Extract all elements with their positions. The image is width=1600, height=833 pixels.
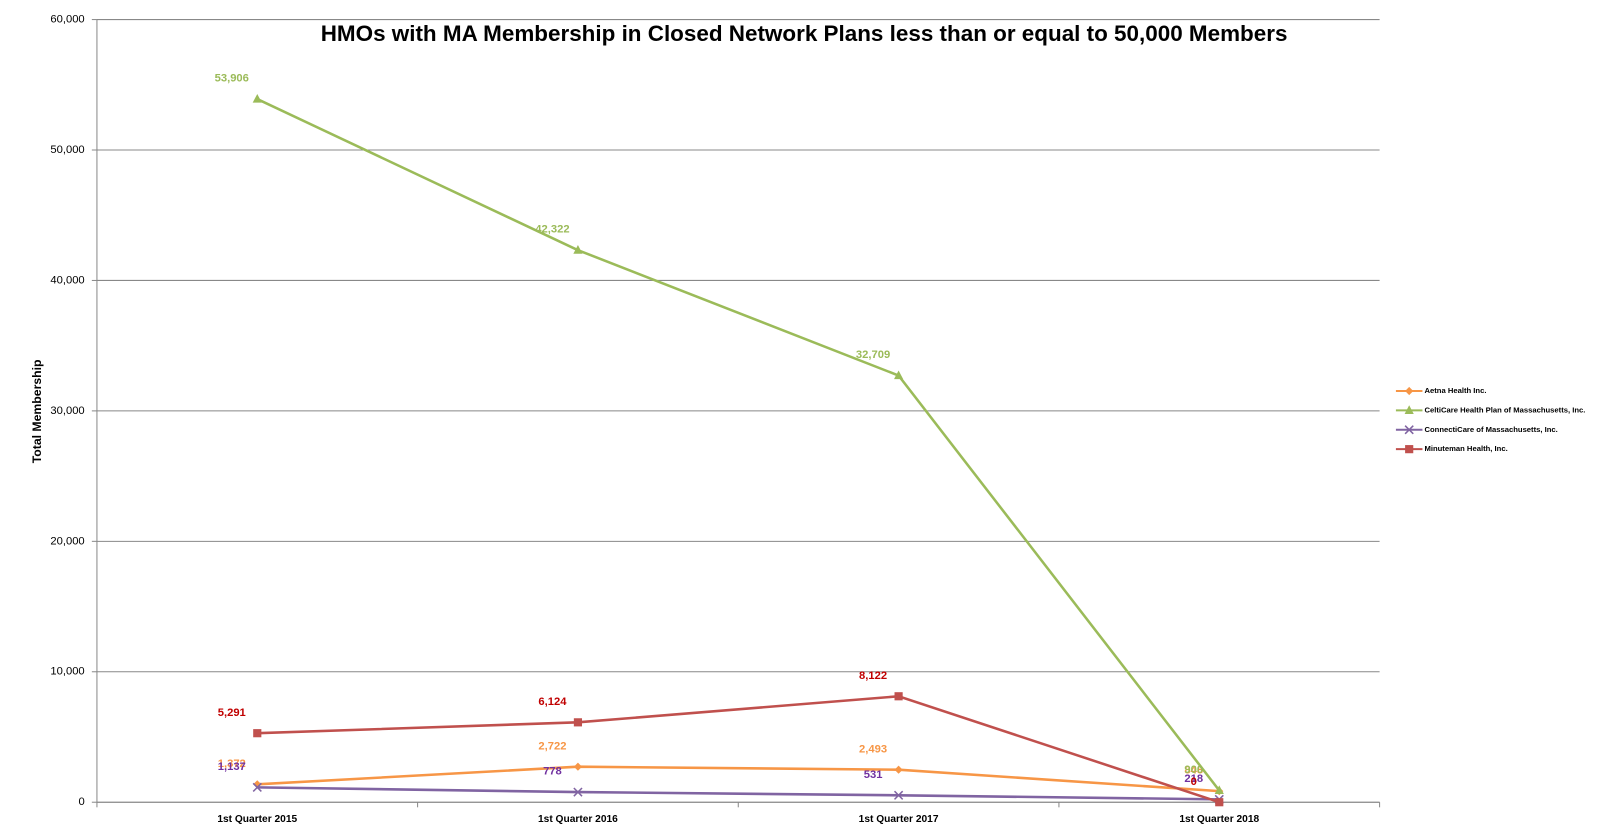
marker bbox=[573, 762, 583, 771]
data-label: 218 bbox=[1184, 773, 1203, 785]
data-label: 42,322 bbox=[535, 224, 569, 236]
data-label: 1,137 bbox=[218, 761, 246, 773]
data-label: 32,709 bbox=[856, 349, 890, 361]
legend-label: ConnectiCare of Massachusetts, Inc. bbox=[1424, 425, 1557, 434]
y-axis-label: Total Membership bbox=[30, 360, 44, 464]
x-tick-label: 1st Quarter 2015 bbox=[217, 814, 297, 825]
marker bbox=[1215, 798, 1224, 807]
data-label: 5,291 bbox=[218, 707, 246, 719]
legend-marker bbox=[1404, 405, 1414, 414]
data-label: 0 bbox=[1191, 776, 1197, 788]
marker bbox=[252, 93, 262, 103]
data-label: 900 bbox=[1184, 764, 1203, 776]
series-line bbox=[256, 97, 1221, 792]
legend-label: Aetna Health Inc. bbox=[1424, 386, 1486, 395]
marker bbox=[573, 718, 583, 727]
data-label: 2,722 bbox=[538, 740, 566, 752]
data-label: 848 bbox=[1184, 765, 1203, 777]
marker bbox=[894, 765, 903, 774]
y-tick-label: 40,000 bbox=[50, 274, 84, 286]
data-label: 778 bbox=[543, 766, 562, 778]
y-tick-label: 50,000 bbox=[50, 144, 84, 156]
legend-label: Minuteman Health, Inc. bbox=[1424, 444, 1507, 453]
legend-marker bbox=[1404, 425, 1414, 435]
marker bbox=[894, 370, 904, 380]
data-label: 531 bbox=[864, 769, 883, 781]
series-line bbox=[257, 694, 1220, 804]
marker bbox=[252, 782, 262, 793]
marker bbox=[253, 729, 262, 738]
marker bbox=[894, 692, 903, 701]
data-label: 2,493 bbox=[859, 743, 887, 755]
data-label: 6,124 bbox=[538, 696, 567, 708]
data-label: 53,906 bbox=[215, 73, 249, 85]
marker bbox=[573, 245, 583, 254]
y-tick-label: 30,000 bbox=[50, 405, 84, 417]
legend-marker bbox=[1405, 445, 1414, 454]
marker bbox=[1214, 785, 1224, 795]
y-tick-label: 20,000 bbox=[50, 535, 84, 547]
legend-label: CeltiCare Health Plan of Massachusetts, … bbox=[1424, 405, 1585, 414]
y-tick-label: 10,000 bbox=[50, 666, 84, 678]
chart-title: HMOs with MA Membership in Closed Networ… bbox=[321, 21, 1288, 46]
x-tick-label: 1st Quarter 2017 bbox=[859, 814, 939, 825]
x-tick-label: 1st Quarter 2016 bbox=[538, 814, 618, 825]
marker bbox=[573, 787, 583, 797]
data-label: 1,372 bbox=[218, 758, 246, 770]
marker bbox=[893, 790, 904, 800]
series-line bbox=[257, 765, 1220, 793]
y-tick-label: 0 bbox=[78, 796, 84, 808]
data-label: 8,122 bbox=[859, 670, 887, 682]
y-tick-label: 60,000 bbox=[50, 14, 84, 26]
series-line bbox=[257, 786, 1220, 801]
x-tick-label: 1st Quarter 2018 bbox=[1179, 814, 1259, 825]
